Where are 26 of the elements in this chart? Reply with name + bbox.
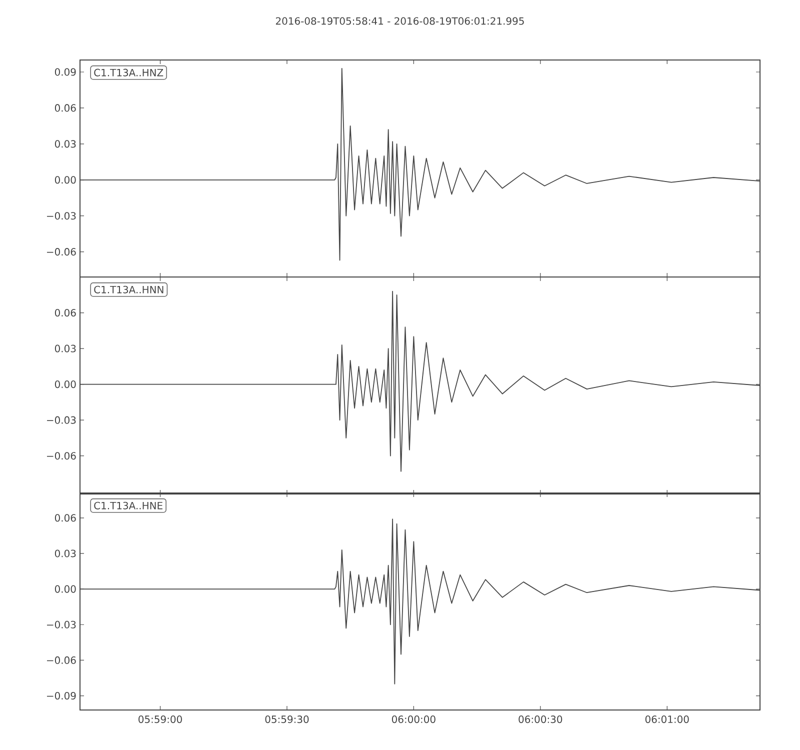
y-tick-label: 0.03	[54, 344, 76, 352]
y-tick-label: 0.06	[54, 308, 76, 317]
annotation: C1.T13A..HNZ	[94, 68, 164, 76]
y-tick-label: −0.03	[47, 212, 76, 220]
y-tick-label: 0.00	[54, 585, 76, 593]
y-tick-label: −0.03	[47, 416, 76, 424]
y-tick-label: −0.06	[47, 656, 76, 664]
y-tick-label: 0.03	[54, 550, 76, 558]
annotation: C1.T13A..HNE	[94, 502, 162, 510]
annotation: C1.T13A..HNN	[94, 286, 164, 294]
y-tick-label: 0.00	[54, 380, 76, 388]
chart-title: 2016-08-19T05:58:41 - 2016-08-19T06:01:21.995	[276, 17, 524, 25]
x-tick-label: 05:59:00	[138, 716, 182, 724]
y-tick-label: 0.03	[54, 140, 76, 148]
y-tick-label: −0.09	[47, 692, 76, 700]
y-tick-label: 0.09	[54, 68, 76, 76]
y-tick-label: 0.06	[54, 104, 76, 112]
y-tick-label: −0.06	[47, 452, 76, 460]
x-tick-label: 05:59:30	[265, 716, 309, 724]
x-tick-label: 06:00:00	[392, 716, 436, 724]
x-tick-label: 06:01:00	[645, 716, 689, 724]
x-tick-label: 06:00:30	[518, 716, 562, 724]
y-tick-label: 0.06	[54, 514, 76, 522]
y-tick-label: 0.00	[54, 176, 76, 184]
y-tick-label: −0.03	[47, 620, 76, 628]
y-tick-label: −0.06	[47, 248, 76, 256]
